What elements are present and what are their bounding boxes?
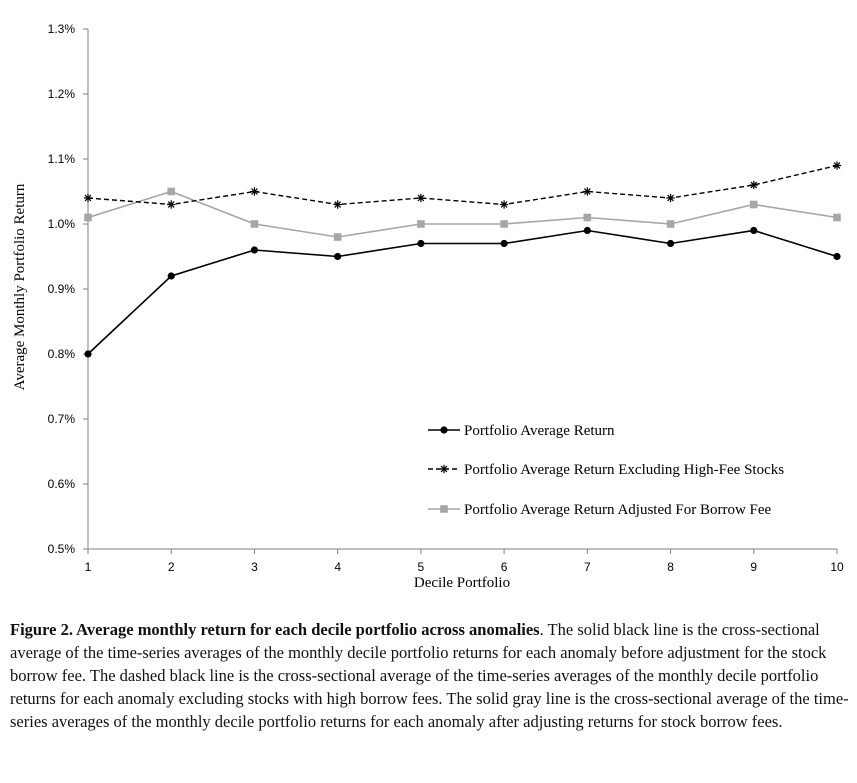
legend-entry-3: Portfolio Average Return Adjusted For Bo… xyxy=(428,502,772,518)
data-point xyxy=(666,239,675,248)
data-point xyxy=(167,272,175,280)
data-point xyxy=(167,200,176,209)
data-point xyxy=(333,200,342,209)
data-point xyxy=(84,213,92,222)
series-1 xyxy=(84,226,841,358)
data-point xyxy=(417,220,425,228)
x-tick-label: 6 xyxy=(501,560,508,574)
x-tick-label: 4 xyxy=(334,560,341,574)
x-tick-label: 1 xyxy=(85,560,92,574)
data-point xyxy=(749,200,758,209)
x-axis: 1 2 3 4 5 6 7 8 9 10 xyxy=(85,548,844,574)
x-tick-label: 8 xyxy=(667,560,674,574)
legend-label: Portfolio Average Return xyxy=(464,423,615,439)
y-tick-label: 0.7% xyxy=(48,412,76,426)
y-tick-label: 1.1% xyxy=(48,152,76,166)
data-point xyxy=(583,213,592,222)
data-point xyxy=(334,252,342,261)
series-2 xyxy=(83,161,842,209)
legend-entry-1: Portfolio Average Return xyxy=(428,423,615,439)
data-point xyxy=(833,213,841,222)
y-tick-label: 0.9% xyxy=(48,282,76,296)
data-point xyxy=(500,239,508,248)
series-line xyxy=(87,190,838,238)
y-tick-label: 1.3% xyxy=(48,22,76,36)
line-chart: 0.5% 0.6% 0.7% 0.8% 0.9% 1.0% 1.1% 1.2% 1.3% 1 2 3… xyxy=(12,22,844,591)
x-axis-title: Decile Portfolio xyxy=(414,575,510,591)
x-tick-label: 10 xyxy=(830,560,844,574)
data-point xyxy=(250,246,259,254)
data-point xyxy=(250,220,259,228)
y-tick-label: 1.0% xyxy=(48,217,76,231)
x-tick-label: 7 xyxy=(584,560,591,574)
legend: Portfolio Average Return Portfolio Averag… xyxy=(428,423,784,518)
y-tick-label: 1.2% xyxy=(48,87,76,101)
data-point xyxy=(250,187,259,196)
series-line xyxy=(87,229,838,355)
legend-label: Portfolio Average Return Adjusted For Bo… xyxy=(464,502,772,518)
data-point xyxy=(749,180,758,190)
legend-swatch-marker xyxy=(440,426,448,434)
data-point xyxy=(583,226,591,235)
y-tick-label: 0.8% xyxy=(48,347,76,361)
data-point xyxy=(416,193,426,203)
x-tick-label: 9 xyxy=(750,560,757,574)
data-point xyxy=(500,220,508,228)
figure-caption: Figure 2. Average monthly return for eac… xyxy=(10,618,850,733)
legend-entry-2: Portfolio Average Return Excluding High-… xyxy=(428,462,784,478)
y-tick-label: 0.6% xyxy=(48,477,76,491)
data-point xyxy=(833,252,841,261)
caption-text: . The solid black line is the cross-sect… xyxy=(10,620,849,731)
x-tick-label: 2 xyxy=(168,560,175,574)
data-point xyxy=(583,187,592,196)
y-tick-label: 0.5% xyxy=(48,542,76,556)
data-point xyxy=(417,239,425,248)
legend-label: Portfolio Average Return Excluding High-… xyxy=(464,462,784,478)
data-point xyxy=(750,226,758,235)
legend-swatch-marker xyxy=(439,464,449,474)
y-axis-title: Average Monthly Portfolio Return xyxy=(12,183,28,390)
series-3 xyxy=(84,187,841,241)
x-tick-label: 3 xyxy=(251,560,258,574)
series-layer xyxy=(83,161,842,358)
data-point xyxy=(84,350,92,358)
data-point xyxy=(832,161,842,170)
data-point xyxy=(83,193,93,203)
legend-swatch-marker xyxy=(440,505,448,513)
data-point xyxy=(666,193,675,203)
caption-label: Figure 2. Average monthly return for eac… xyxy=(10,620,540,639)
data-point xyxy=(666,220,675,228)
series-line xyxy=(87,164,838,206)
x-tick-label: 5 xyxy=(418,560,425,574)
data-point xyxy=(333,233,342,241)
data-point xyxy=(499,200,509,209)
y-axis: 0.5% 0.6% 0.7% 0.8% 0.9% 1.0% 1.1% 1.2% 1.3% xyxy=(48,22,89,556)
data-point xyxy=(167,187,176,196)
